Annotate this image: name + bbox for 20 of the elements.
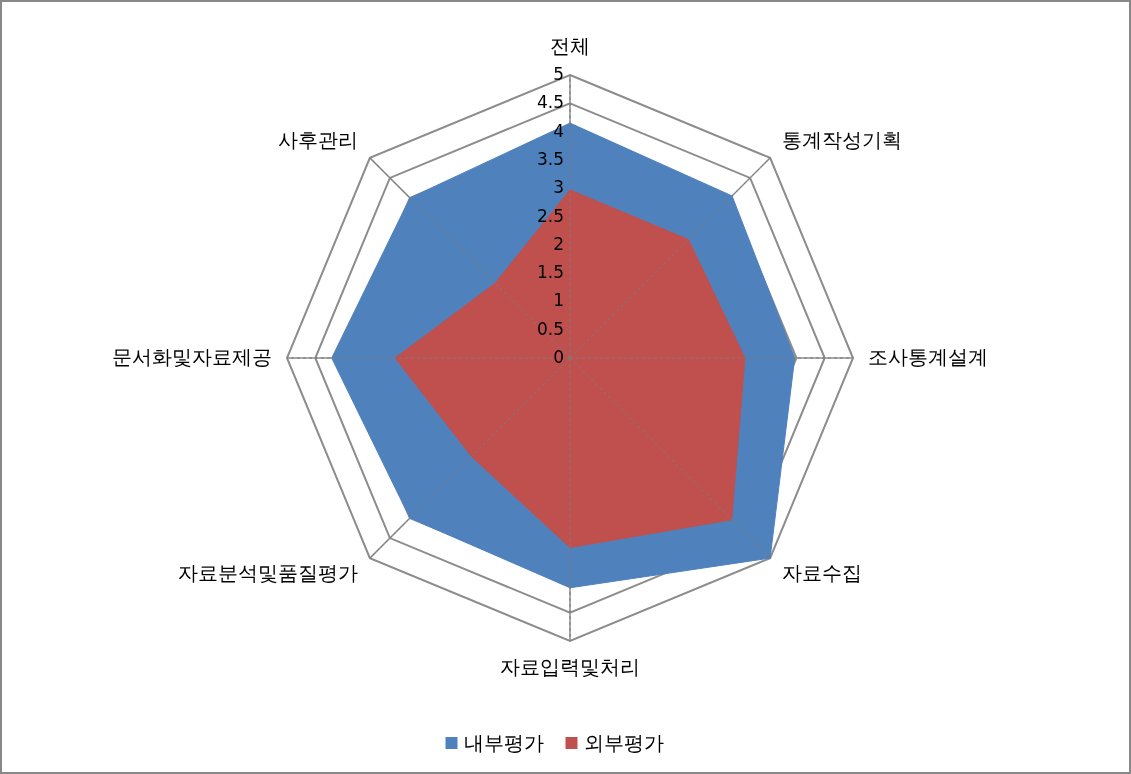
y-tick-label: 2: [553, 233, 564, 254]
y-tick-label: 3.5: [536, 148, 564, 169]
y-tick-label: 1.5: [536, 262, 564, 283]
y-tick-label: 0: [553, 347, 564, 367]
y-tick-label: 4: [553, 120, 564, 141]
y-tick-label: 4.5: [536, 92, 564, 113]
y-tick-label: 3: [553, 177, 564, 198]
spoke-label: 통계작성기획: [782, 128, 903, 153]
spoke-label: 조사통계설계: [868, 344, 989, 369]
y-tick-label: 5: [553, 64, 564, 84]
legend-label: 내부평가: [463, 730, 544, 755]
y-tick-label: 0.5: [536, 318, 564, 339]
spoke-label: 전체: [550, 34, 590, 59]
spoke-label: 자료분석및품질평가: [177, 560, 358, 585]
legend-label: 외부평가: [583, 730, 664, 755]
spoke-label: 자료수집: [782, 560, 863, 585]
y-tick-label: 1: [553, 290, 564, 311]
spoke-label: 사후관리: [277, 128, 358, 153]
spoke-label: 자료입력및처리: [500, 654, 640, 679]
spoke-label: 문서화및자료제공: [111, 344, 272, 369]
